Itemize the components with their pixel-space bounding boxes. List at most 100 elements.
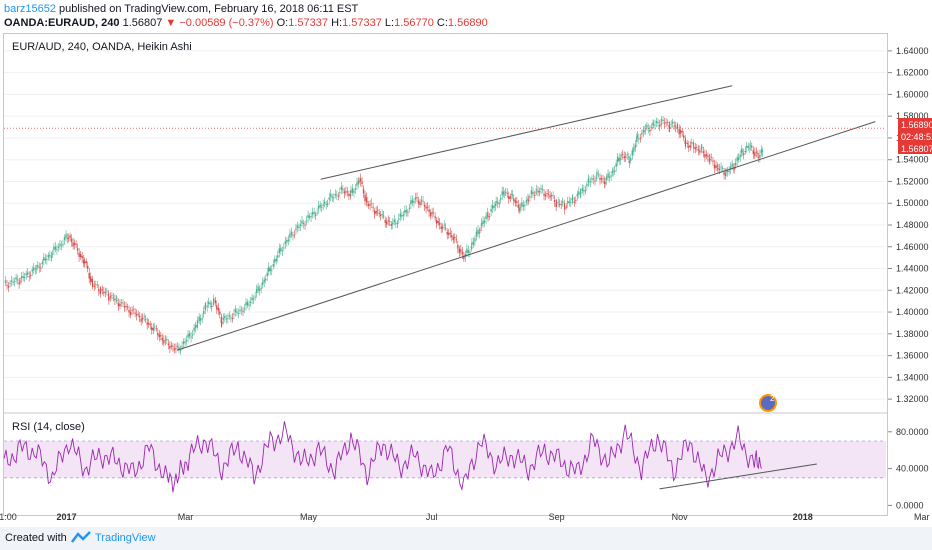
candle-body	[206, 305, 208, 307]
candle-body	[131, 310, 133, 311]
candle-body	[426, 206, 429, 208]
time-axis[interactable]: 1:00 2017 Mar May Jul Sep Nov 2018 Mar	[0, 512, 929, 522]
candle-body	[299, 224, 302, 227]
ohlc-line: OANDA:EURAUD, 240 1.56807 ▼ −0.00589 (−0…	[4, 17, 488, 29]
candle-body	[501, 191, 503, 196]
candle-body	[527, 198, 529, 201]
candle-body	[514, 200, 517, 203]
candle-body	[594, 180, 596, 182]
candle-body	[511, 194, 513, 196]
candle-body	[552, 195, 554, 197]
close-price-badge	[898, 142, 932, 154]
candle-body	[688, 145, 690, 148]
candle-body	[123, 305, 126, 308]
candle-body	[217, 307, 220, 311]
earnings-event-icon[interactable]: 2	[759, 394, 777, 412]
candle-body	[633, 147, 635, 152]
countdown-badge-text: 02:48:51	[901, 132, 932, 142]
candle-body	[342, 188, 344, 191]
candle-body	[35, 268, 37, 270]
candle-body	[269, 268, 271, 272]
tradingview-brand[interactable]: TradingView	[95, 532, 156, 544]
candle-body	[540, 188, 542, 190]
candle-body	[365, 197, 368, 203]
main-legend: EUR/AUD, 240, OANDA, Heikin Ashi	[12, 41, 192, 53]
y-tick-label: 1.34000	[896, 372, 929, 382]
candle-body	[395, 222, 397, 224]
candle-body	[724, 173, 727, 176]
candle-body	[429, 212, 432, 217]
main-grid	[4, 50, 886, 400]
candle-body	[535, 191, 537, 193]
candle-body	[289, 234, 291, 238]
price-axis[interactable]: 1.640001.620001.600001.580001.560001.540…	[888, 46, 929, 404]
candle-body	[49, 254, 51, 257]
candle-body	[182, 341, 185, 344]
candle-body	[60, 245, 63, 247]
candle-body	[746, 145, 748, 148]
candle-body	[530, 190, 533, 195]
candle-body	[98, 288, 100, 292]
candle-body	[307, 214, 309, 218]
candle-body	[333, 197, 335, 199]
candle-body	[630, 158, 632, 161]
candle-body	[555, 202, 558, 204]
candle-body	[281, 250, 284, 252]
candle-body	[199, 318, 202, 321]
candle-body	[685, 142, 687, 144]
candle-body	[99, 290, 102, 294]
candle-body	[396, 223, 399, 225]
candle-body	[76, 248, 79, 251]
chart-canvas[interactable]: EUR/AUD, 240, OANDA, Heikin Ashi 1.64000…	[0, 0, 932, 527]
candle-body	[295, 228, 297, 231]
candle-body	[658, 125, 661, 127]
candle-body	[63, 237, 66, 241]
candle-body	[437, 221, 439, 224]
y-tick-label: 1.50000	[896, 198, 929, 208]
candle-body	[19, 280, 21, 282]
candle-body	[513, 198, 515, 202]
candle-body	[242, 311, 244, 312]
candle-body	[628, 157, 630, 158]
candle-body	[196, 324, 198, 327]
candle-body	[458, 248, 461, 254]
rsi-axis[interactable]: 80.0000 40.0000 0.0000	[888, 427, 929, 511]
candle-body	[576, 193, 579, 197]
candle-body	[452, 236, 454, 241]
candle-body	[278, 248, 281, 254]
candle-body	[87, 266, 89, 269]
candle-body	[104, 291, 107, 293]
candle-body	[249, 301, 252, 304]
candle-body	[292, 234, 294, 236]
candle-body	[567, 201, 569, 204]
candle-body	[255, 289, 258, 293]
y-tick-label: 1.42000	[896, 285, 929, 295]
candle-body	[494, 204, 497, 207]
author-link[interactable]: barz15652	[4, 3, 56, 15]
candle-body	[290, 231, 293, 236]
candle-body	[73, 242, 76, 245]
candle-body	[148, 322, 150, 325]
candle-body	[261, 281, 264, 285]
created-with-text: Created with	[5, 532, 67, 544]
x-tick-label: Nov	[672, 512, 689, 522]
candle-body	[699, 150, 701, 153]
candle-body	[196, 321, 199, 323]
candle-body	[152, 328, 154, 331]
candle-body	[386, 221, 388, 225]
candle-body	[652, 124, 655, 126]
candle-body	[372, 206, 374, 208]
candle-body	[701, 146, 703, 149]
last-price: 1.56807	[122, 17, 163, 29]
candle-body	[646, 124, 648, 128]
candle-body	[684, 140, 686, 145]
candle-body	[543, 193, 545, 196]
candle-body	[608, 176, 611, 178]
candle-body	[490, 209, 492, 212]
candle-body	[674, 126, 677, 128]
candle-body	[401, 215, 403, 217]
candle-body	[116, 300, 118, 301]
candle-body	[308, 215, 311, 218]
candle-body	[184, 341, 186, 343]
candle-body	[716, 165, 719, 167]
